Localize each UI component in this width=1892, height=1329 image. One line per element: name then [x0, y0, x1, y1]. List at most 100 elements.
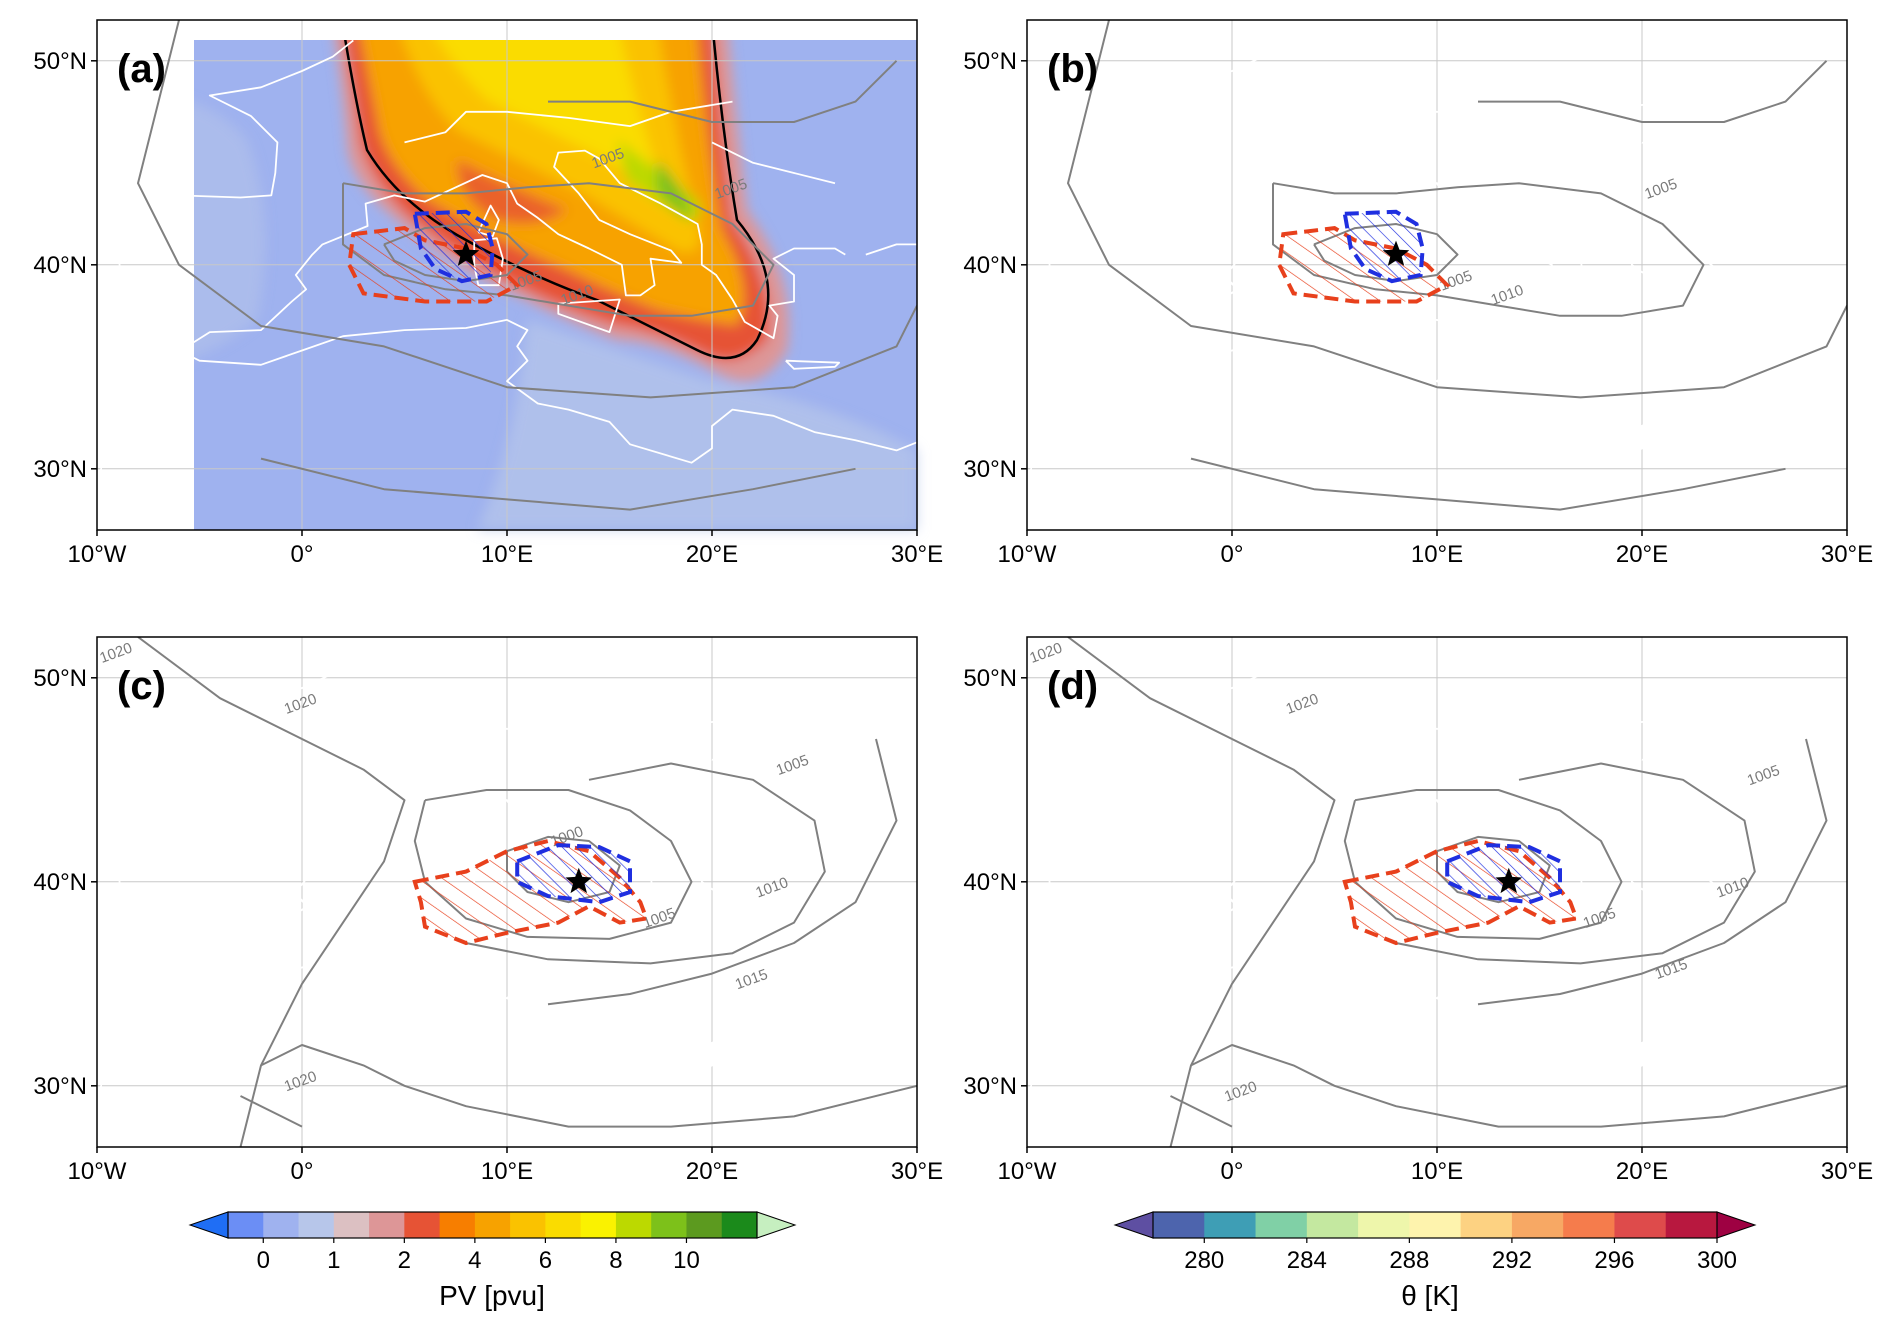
coastline [785, 359, 840, 370]
colorbar-theta: 280 284 288 292 296 300 [1113, 1211, 1757, 1274]
colorbar-swatch [228, 1212, 264, 1238]
colorbar-swatch [369, 1212, 405, 1238]
colorbar-tick-label: 2 [398, 1247, 411, 1274]
isobar-label: 1005 [774, 752, 811, 779]
cyclone-center-marker [565, 867, 593, 894]
coastline [1027, 356, 1039, 490]
colorbar-swatch [1460, 1212, 1513, 1238]
colorbar-swatch [1358, 1212, 1410, 1238]
lon-tick-label: 0° [291, 541, 314, 568]
blue-region [1445, 843, 1562, 905]
panel-label: (d) [1047, 664, 1098, 708]
coastline [506, 100, 733, 127]
colorbar-swatch [1306, 1212, 1359, 1238]
colorbar-swatch [1563, 1212, 1615, 1238]
isobar [1067, 20, 1847, 399]
coastline [1334, 110, 1437, 144]
colorbar-extend-high [1716, 1211, 1757, 1239]
colorbar-swatch [439, 1212, 476, 1238]
isobar [1395, 762, 1756, 965]
colorbar-swatch [404, 1212, 441, 1238]
coastline [711, 758, 836, 802]
colorbar-tick-label: 1 [327, 1247, 340, 1274]
lon-tick-label: 0° [291, 1158, 314, 1185]
terrain-mask [1057, 410, 1147, 470]
lat-tick-label: 50°N [963, 48, 1017, 75]
coastline [1641, 141, 1766, 185]
panel-label: (a) [117, 47, 166, 91]
lon-tick-label: 30°E [891, 541, 943, 568]
isobar [1477, 738, 1828, 1006]
lat-tick-label: 40°N [963, 252, 1017, 279]
colorbar-swatch [721, 1212, 758, 1238]
coastline [1641, 758, 1766, 802]
lon-tick-label: 10°E [481, 1158, 533, 1185]
colorbar-swatch [686, 1212, 723, 1238]
coastline [557, 915, 621, 951]
colorbar-extend-low [188, 1211, 229, 1239]
colorbar-tick-label: 296 [1594, 1247, 1634, 1274]
lat-tick-label: 50°N [33, 665, 87, 692]
coastline [865, 860, 917, 873]
colorbar-tick-label: 8 [609, 1247, 622, 1274]
lon-tick-label: 10°E [1411, 1158, 1463, 1185]
isobar [1170, 1095, 1233, 1128]
colorbar-extend-high [756, 1211, 797, 1239]
isobar-label: 1020 [1027, 639, 1064, 666]
coastline [477, 821, 500, 855]
lon-tick-label: 10°W [998, 541, 1057, 568]
lat-tick-label: 30°N [963, 456, 1017, 483]
colorbar-swatch [1665, 1212, 1718, 1238]
coastline [1407, 821, 1430, 855]
colorbar-extend-low [1113, 1211, 1154, 1239]
lat-tick-label: 30°N [33, 456, 87, 483]
colorbar-frame [1152, 1211, 1718, 1239]
lon-tick-label: 10°E [1411, 541, 1463, 568]
isobar [1190, 1044, 1847, 1128]
colorbar-tick-label: 300 [1697, 1247, 1737, 1274]
isobar-label: 1020 [97, 639, 134, 666]
coastline [1487, 915, 1551, 951]
lat-tick-label: 50°N [33, 48, 87, 75]
lat-tick-label: 40°N [33, 869, 87, 896]
terrain-mask [1057, 1027, 1147, 1087]
colorbar-frame [227, 1211, 758, 1239]
lon-tick-label: 10°E [481, 541, 533, 568]
lon-tick-label: 10°W [68, 1158, 127, 1185]
isobar [1478, 60, 1828, 123]
colorbar-swatch [298, 1212, 335, 1238]
coastline [1108, 318, 1847, 464]
colorbar-swatch [615, 1212, 652, 1238]
blue-region [515, 843, 632, 905]
lon-tick-label: 20°E [1616, 1158, 1668, 1185]
colorbar-tick-label: 280 [1184, 1247, 1224, 1274]
pv-field [194, 40, 917, 530]
coastline [785, 976, 840, 987]
isobar [260, 457, 856, 511]
coastline [1334, 727, 1437, 761]
coastline [178, 318, 917, 464]
coastline [97, 973, 109, 1107]
isobar-label: 1010 [1714, 874, 1751, 901]
isobar [1190, 457, 1786, 511]
coastline [178, 935, 917, 1081]
coastline [1108, 935, 1847, 1081]
pv2-contour [344, 40, 770, 360]
coastline [404, 110, 507, 144]
coastline [1795, 243, 1847, 256]
isobar-label: 1020 [282, 1068, 319, 1095]
cyclone-center-marker [452, 240, 480, 266]
coastline [1715, 976, 1770, 987]
isobar-label: 1020 [1222, 1078, 1259, 1105]
colorbar-tick-label: 292 [1492, 1247, 1532, 1274]
coastline [1040, 149, 1776, 348]
coastline [1436, 100, 1663, 127]
colorbar-theta-label: θ [K] [1401, 1280, 1459, 1311]
